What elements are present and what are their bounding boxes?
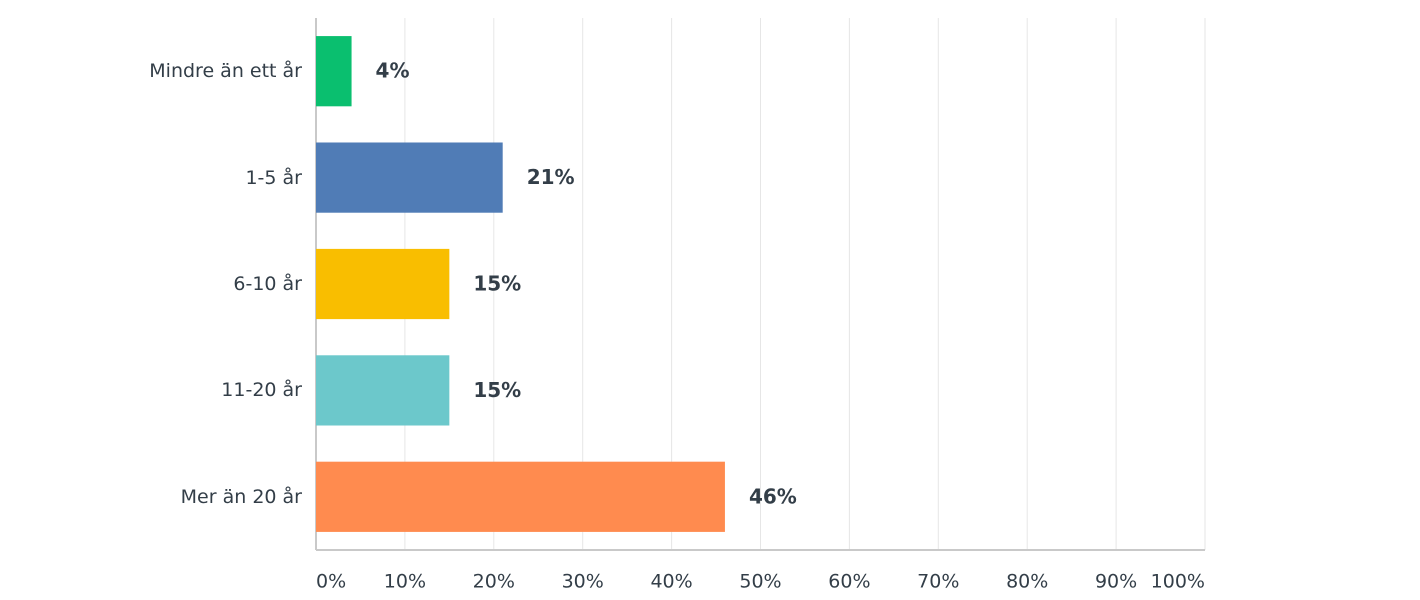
value-label: 4% xyxy=(376,59,410,83)
category-label: Mindre än ett år xyxy=(149,60,302,83)
category-label: Mer än 20 år xyxy=(180,485,302,508)
bar xyxy=(316,355,450,426)
value-label: 15% xyxy=(473,272,521,296)
x-tick-label: 90% xyxy=(1095,571,1137,593)
x-tick-label: 10% xyxy=(384,571,426,593)
bar xyxy=(316,142,503,213)
bar xyxy=(316,461,725,532)
x-tick-label: 70% xyxy=(917,571,959,593)
bar xyxy=(316,248,450,320)
x-tick-label: 0% xyxy=(316,571,346,593)
x-tick-label: 80% xyxy=(1006,571,1048,593)
x-tick-label: 20% xyxy=(473,571,515,593)
value-label: 21% xyxy=(527,165,575,189)
category-label: 6-10 år xyxy=(233,273,302,295)
value-label: 15% xyxy=(473,378,521,402)
x-tick-label: 60% xyxy=(828,571,870,593)
value-label: 46% xyxy=(749,484,797,508)
category-label: 1-5 år xyxy=(245,166,302,189)
bar xyxy=(316,36,352,107)
x-tick-label: 30% xyxy=(562,571,604,593)
x-tick-label: 100% xyxy=(1151,571,1205,593)
category-label: 11-20 år xyxy=(221,379,302,402)
x-tick-label: 40% xyxy=(650,571,692,593)
x-tick-label: 50% xyxy=(739,571,781,593)
